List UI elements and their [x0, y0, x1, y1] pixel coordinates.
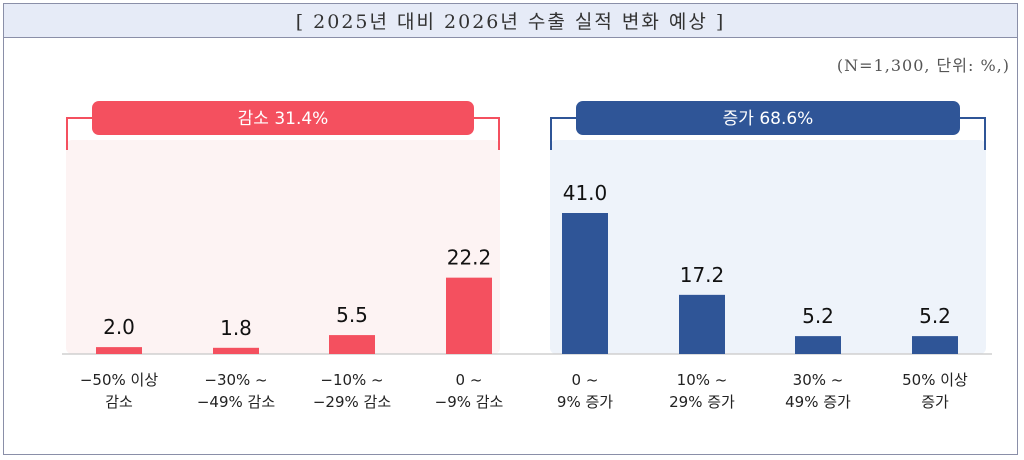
category-label-5-line-1: 29% 증가	[669, 393, 735, 411]
category-label-5-line-0: 10% ~	[677, 371, 728, 389]
value-label-5: 17.2	[680, 263, 725, 287]
increase-group-background	[550, 140, 986, 354]
value-label-3: 22.2	[447, 246, 492, 270]
bar-1	[213, 347, 259, 354]
category-label-6-line-0: 30% ~	[793, 371, 844, 389]
category-label-0-line-1: 감소	[105, 393, 133, 411]
decrease-group-label: 감소 31.4%	[238, 109, 329, 129]
chart-title: [ 2025년 대비 2026년 수출 실적 변화 예상 ]	[295, 11, 726, 33]
category-label-3-line-1: −9% 감소	[435, 393, 504, 411]
decrease-group-background	[66, 140, 500, 354]
category-label-7-line-0: 50% 이상	[902, 371, 968, 389]
decrease-group-pill	[92, 101, 474, 135]
category-label-1-line-0: −30% ~	[204, 371, 267, 389]
category-label-1-line-1: −49% 감소	[197, 393, 275, 411]
value-label-7: 5.2	[919, 304, 951, 328]
bar-0	[96, 347, 142, 354]
bar-3	[446, 277, 492, 354]
bar-7	[912, 336, 958, 354]
increase-group-label: 증가 68.6%	[723, 109, 814, 129]
decrease-group-bracket	[66, 117, 500, 150]
bar-5	[679, 294, 725, 354]
value-label-4: 41.0	[563, 181, 608, 205]
category-label-2-line-0: −10% ~	[320, 371, 383, 389]
category-label-6-line-1: 49% 증가	[785, 393, 851, 411]
value-label-6: 5.2	[802, 304, 834, 328]
category-label-0-line-0: −50% 이상	[80, 371, 158, 389]
category-label-7-line-1: 증가	[921, 393, 949, 411]
sample-note: (N=1,300, 단위: %,)	[836, 56, 1010, 75]
category-label-4-line-0: 0 ~	[572, 371, 599, 389]
bar-4	[562, 213, 608, 354]
increase-group-bracket	[550, 117, 986, 150]
bar-6	[795, 336, 841, 354]
category-label-2-line-1: −29% 감소	[313, 393, 391, 411]
category-label-4-line-1: 9% 증가	[557, 393, 613, 411]
bar-2	[329, 335, 375, 354]
category-label-3-line-0: 0 ~	[456, 371, 483, 389]
value-label-0: 2.0	[103, 315, 135, 339]
value-label-2: 5.5	[336, 303, 368, 327]
title-bar: [ 2025년 대비 2026년 수출 실적 변화 예상 ]	[4, 4, 1017, 38]
increase-group-pill	[576, 101, 960, 135]
value-label-1: 1.8	[220, 316, 252, 340]
